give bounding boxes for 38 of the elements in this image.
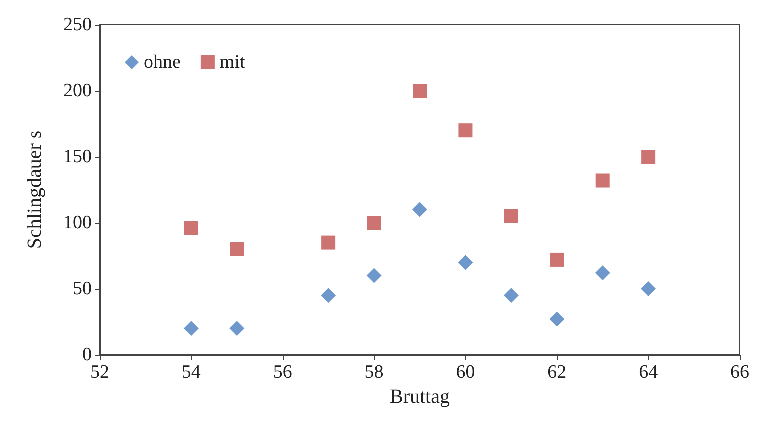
legend-label: mit xyxy=(220,52,246,73)
x-tick-label: 62 xyxy=(548,362,567,383)
x-tick-label: 52 xyxy=(90,362,110,383)
x-tick-label: 56 xyxy=(273,362,292,383)
x-axis-title: Bruttag xyxy=(390,386,450,408)
point xyxy=(504,288,519,304)
point xyxy=(458,255,474,270)
point xyxy=(321,288,336,304)
x-tick-label: 66 xyxy=(730,362,750,383)
point xyxy=(550,312,565,327)
x-tick-label: 58 xyxy=(364,362,384,383)
point xyxy=(596,174,610,188)
point xyxy=(550,252,564,267)
point xyxy=(504,209,518,224)
point xyxy=(184,221,198,236)
point xyxy=(184,321,199,336)
point xyxy=(642,150,656,164)
point xyxy=(230,321,245,336)
point xyxy=(230,242,244,256)
y-tick-label: 150 xyxy=(64,146,92,168)
point xyxy=(367,216,382,230)
x-tick-label: 60 xyxy=(456,362,476,383)
x-tick-label: 54 xyxy=(182,362,202,383)
point xyxy=(413,84,427,98)
y-tick-label: 100 xyxy=(64,212,92,234)
y-tick-label: 50 xyxy=(73,278,92,300)
point xyxy=(595,266,610,281)
y-tick-label: 0 xyxy=(82,344,92,366)
x-tick-label: 64 xyxy=(639,362,659,383)
point xyxy=(412,202,428,218)
y-tick-label: 250 xyxy=(64,14,92,36)
y-tick-label: 200 xyxy=(64,80,92,102)
point xyxy=(366,268,382,284)
point xyxy=(322,236,336,250)
legend-label: ohne xyxy=(144,52,181,73)
y-axis-title: Schlingdauer s xyxy=(24,130,46,250)
point xyxy=(641,282,656,296)
point xyxy=(458,124,473,138)
